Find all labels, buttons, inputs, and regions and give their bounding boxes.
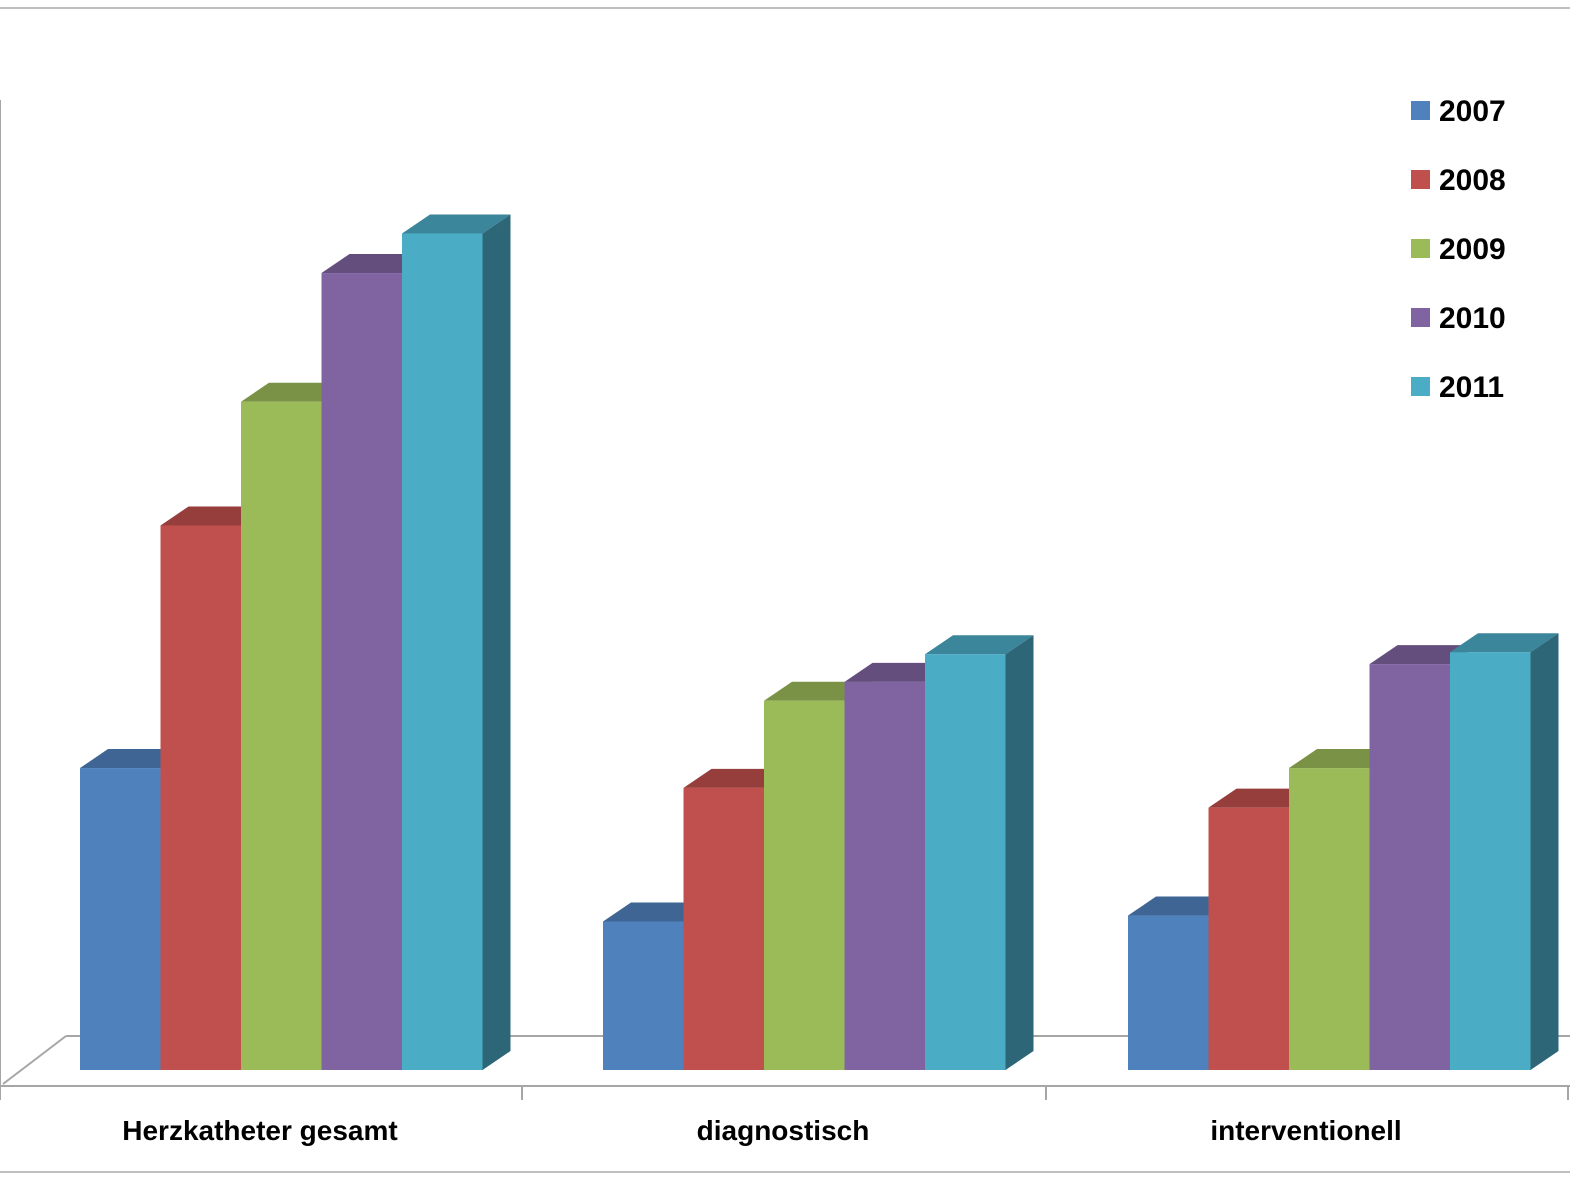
bar-2007-0 — [80, 768, 162, 1070]
bar-2009-2 — [1289, 768, 1371, 1070]
category-labels: Herzkatheter gesamt diagnostisch intervent… — [122, 1115, 1401, 1146]
legend-swatch — [1411, 308, 1430, 327]
bar-group-2 — [1128, 633, 1559, 1070]
category-label: diagnostisch — [697, 1115, 870, 1146]
bar-group-0 — [80, 214, 511, 1070]
bar-side-2011-1 — [1005, 635, 1034, 1070]
floor-side-edge — [2, 1035, 67, 1085]
chart-bars — [80, 214, 1559, 1070]
bar-top-2011-0 — [402, 214, 511, 234]
legend-item-2007: 2007 — [1411, 95, 1506, 128]
bar-2010-0 — [321, 273, 403, 1070]
bar-2007-1 — [603, 921, 685, 1070]
legend-swatch — [1411, 239, 1430, 258]
bar-top-2011-1 — [925, 635, 1034, 655]
legend-item-2010: 2010 — [1411, 302, 1506, 335]
bar-2009-1 — [764, 700, 846, 1070]
legend: 2007 2008 2009 2010 2011 — [1411, 95, 1506, 404]
category-label: interventionell — [1210, 1115, 1401, 1146]
legend-label: 2007 — [1439, 95, 1506, 128]
bar-2010-1 — [844, 681, 926, 1070]
legend-label: 2009 — [1439, 233, 1506, 266]
bar-side-2011-2 — [1530, 633, 1559, 1070]
bar-2008-0 — [160, 525, 242, 1070]
bar-side-2011-0 — [482, 214, 511, 1070]
legend-item-2008: 2008 — [1411, 164, 1506, 197]
legend-label: 2010 — [1439, 302, 1506, 335]
legend-label: 2008 — [1439, 164, 1506, 197]
bar-2011-2 — [1450, 652, 1532, 1070]
bar-top-2011-2 — [1450, 633, 1559, 653]
legend-label: 2011 — [1439, 371, 1504, 404]
bar-group-1 — [603, 635, 1034, 1070]
bar-2008-2 — [1208, 807, 1290, 1070]
legend-swatch — [1411, 170, 1430, 189]
category-label: Herzkatheter gesamt — [122, 1115, 397, 1146]
bar-2007-2 — [1128, 915, 1210, 1070]
legend-item-2011: 2011 — [1411, 371, 1504, 404]
bar-2011-1 — [925, 654, 1007, 1070]
legend-swatch — [1411, 377, 1430, 396]
bar-2008-1 — [683, 787, 765, 1070]
bar-2010-2 — [1369, 664, 1451, 1070]
bar-2011-0 — [402, 233, 484, 1070]
bar-2009-0 — [241, 401, 323, 1070]
chart-frame — [0, 7, 1570, 1173]
legend-swatch — [1411, 101, 1430, 120]
legend-item-2009: 2009 — [1411, 233, 1506, 266]
